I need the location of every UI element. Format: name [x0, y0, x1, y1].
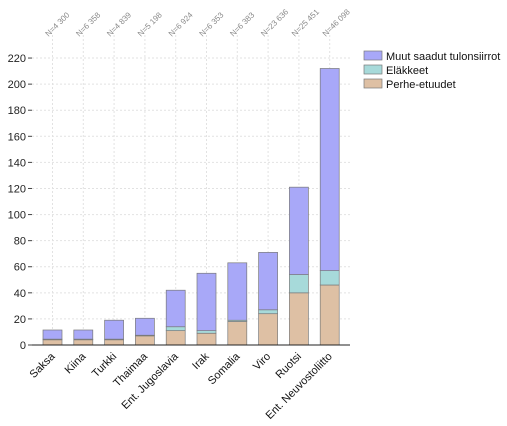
legend-swatch: [363, 50, 383, 61]
n-label: N=5 198: [136, 10, 164, 38]
legend-label: Perhe-etuudet: [386, 79, 456, 91]
n-label: N=46 098: [321, 7, 352, 38]
bar-segment-muut-saadut-tulonsiirrot: [227, 262, 248, 321]
legend: Muut saadut tulonsiirrot Eläkkeet Perhe-et…: [363, 50, 500, 91]
y-tick-label: 180: [8, 105, 26, 117]
x-tick-label: Viro: [251, 351, 273, 373]
bar-segment-perhe-etuudet: [227, 321, 248, 346]
bar-segment-muut-saadut-tulonsiirrot: [258, 252, 278, 311]
legend-label: Muut saadut tulonsiirrot: [386, 51, 500, 63]
bar-segment-muut-saadut-tulonsiirrot: [104, 319, 124, 340]
n-label: N=4 839: [105, 10, 133, 38]
bar-segment-el-kkeet: [196, 330, 217, 334]
y-tick-label: 140: [8, 157, 26, 169]
bar-segment-perhe-etuudet: [319, 284, 340, 346]
bar-segment-perhe-etuudet: [135, 335, 155, 346]
legend-label: Eläkkeet: [386, 65, 428, 77]
x-tick-label: Kiina: [63, 350, 89, 376]
x-tick-label: Saksa: [28, 350, 59, 381]
n-label: N=6 353: [198, 10, 226, 38]
bar-segment-muut-saadut-tulonsiirrot: [196, 272, 217, 332]
bar-segment-muut-saadut-tulonsiirrot: [319, 68, 340, 272]
y-tick-label: 20: [14, 314, 26, 326]
bar-segment-muut-saadut-tulonsiirrot: [135, 317, 155, 336]
n-label: N=6 358: [74, 10, 102, 38]
bar-segment-perhe-etuudet: [73, 339, 94, 346]
y-tick-label: 100: [8, 210, 26, 222]
y-tick-label: 120: [8, 183, 26, 195]
bar-segment-el-kkeet: [289, 274, 309, 294]
bar-segment-el-kkeet: [319, 270, 340, 286]
n-label: N=6 924: [167, 10, 195, 38]
bar-segment-perhe-etuudet: [42, 339, 63, 346]
n-label: N=6 383: [228, 10, 256, 38]
n-label: N=4 300: [44, 10, 72, 38]
y-tick-label: 160: [8, 131, 26, 143]
y-tick-label: 60: [14, 262, 26, 274]
bar-segment-perhe-etuudet: [289, 292, 309, 346]
n-label: N=25 451: [290, 7, 321, 38]
y-tick-label: 220: [8, 53, 26, 65]
bar-segment-perhe-etuudet: [104, 339, 124, 346]
y-tick-label: 80: [14, 236, 26, 248]
bar-segment-perhe-etuudet: [165, 330, 186, 346]
bar-segment-muut-saadut-tulonsiirrot: [289, 186, 309, 275]
bar-segment-muut-saadut-tulonsiirrot: [42, 329, 63, 340]
x-tick-label: Turkki: [90, 351, 119, 380]
bar-segment-perhe-etuudet: [196, 332, 217, 346]
bar-segment-el-kkeet: [258, 309, 278, 315]
legend-swatch: [363, 64, 383, 75]
bar-segment-el-kkeet: [165, 326, 186, 332]
bar-segment-muut-saadut-tulonsiirrot: [73, 329, 94, 340]
x-tick-label: Somalia: [206, 350, 243, 387]
bar-segment-perhe-etuudet: [258, 313, 278, 346]
legend-swatch: [363, 78, 383, 89]
x-tick-label: Irak: [190, 350, 212, 372]
n-label: N=23 636: [259, 7, 290, 38]
y-tick-label: 0: [20, 340, 26, 352]
y-tick-label: 200: [8, 79, 26, 91]
bars-layer: [42, 68, 340, 346]
y-tick-label: 40: [14, 288, 26, 300]
bar-segment-muut-saadut-tulonsiirrot: [165, 289, 186, 328]
x-tick-label: Ent. Jugoslavia: [120, 350, 182, 412]
